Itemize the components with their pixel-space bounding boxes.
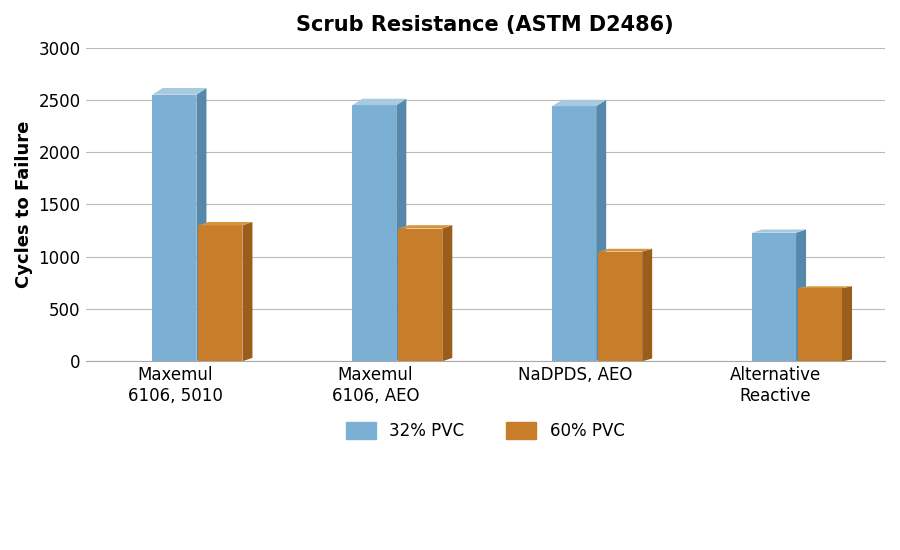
Polygon shape	[199, 222, 252, 226]
Polygon shape	[152, 88, 206, 95]
Polygon shape	[643, 249, 652, 361]
Y-axis label: Cycles to Failure: Cycles to Failure	[15, 121, 33, 288]
Polygon shape	[798, 288, 842, 361]
Polygon shape	[396, 99, 406, 361]
Polygon shape	[842, 287, 852, 361]
Polygon shape	[353, 105, 396, 361]
Polygon shape	[598, 251, 643, 361]
Polygon shape	[399, 225, 453, 228]
Polygon shape	[399, 228, 442, 361]
Polygon shape	[442, 225, 453, 361]
Polygon shape	[752, 233, 796, 361]
Polygon shape	[796, 229, 806, 361]
Polygon shape	[752, 229, 806, 233]
Polygon shape	[598, 249, 652, 251]
Legend: 32% PVC, 60% PVC: 32% PVC, 60% PVC	[339, 416, 631, 447]
Polygon shape	[199, 226, 242, 361]
Polygon shape	[553, 100, 607, 106]
Polygon shape	[152, 95, 196, 361]
Polygon shape	[798, 287, 852, 288]
Polygon shape	[596, 100, 607, 361]
Polygon shape	[242, 222, 252, 361]
Polygon shape	[553, 106, 596, 361]
Title: Scrub Resistance (ASTM D2486): Scrub Resistance (ASTM D2486)	[296, 15, 674, 35]
Polygon shape	[353, 99, 406, 105]
Polygon shape	[196, 88, 206, 361]
